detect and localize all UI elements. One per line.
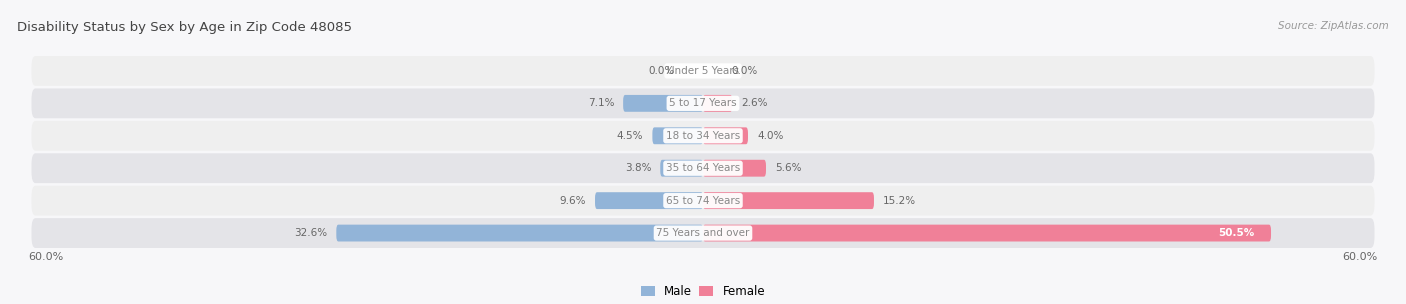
FancyBboxPatch shape xyxy=(31,56,1375,86)
Text: 65 to 74 Years: 65 to 74 Years xyxy=(666,196,740,206)
Text: 15.2%: 15.2% xyxy=(883,196,917,206)
FancyBboxPatch shape xyxy=(703,127,748,144)
Text: 60.0%: 60.0% xyxy=(1343,252,1378,262)
FancyBboxPatch shape xyxy=(595,192,703,209)
Text: 4.5%: 4.5% xyxy=(617,131,644,141)
FancyBboxPatch shape xyxy=(623,95,703,112)
FancyBboxPatch shape xyxy=(703,225,1271,241)
FancyBboxPatch shape xyxy=(652,127,703,144)
FancyBboxPatch shape xyxy=(31,121,1375,151)
Text: 75 Years and over: 75 Years and over xyxy=(657,228,749,238)
Text: 5 to 17 Years: 5 to 17 Years xyxy=(669,98,737,108)
FancyBboxPatch shape xyxy=(703,95,733,112)
FancyBboxPatch shape xyxy=(336,225,703,241)
Text: 4.0%: 4.0% xyxy=(756,131,783,141)
Text: 2.6%: 2.6% xyxy=(741,98,768,108)
FancyBboxPatch shape xyxy=(661,160,703,177)
Text: 35 to 64 Years: 35 to 64 Years xyxy=(666,163,740,173)
Text: 0.0%: 0.0% xyxy=(731,66,758,76)
Text: 5.6%: 5.6% xyxy=(775,163,801,173)
Text: 0.0%: 0.0% xyxy=(648,66,675,76)
Text: 32.6%: 32.6% xyxy=(294,228,328,238)
Text: Source: ZipAtlas.com: Source: ZipAtlas.com xyxy=(1278,21,1389,31)
Text: 7.1%: 7.1% xyxy=(588,98,614,108)
Text: 50.5%: 50.5% xyxy=(1218,228,1254,238)
FancyBboxPatch shape xyxy=(31,186,1375,216)
Text: Under 5 Years: Under 5 Years xyxy=(666,66,740,76)
Text: Disability Status by Sex by Age in Zip Code 48085: Disability Status by Sex by Age in Zip C… xyxy=(17,21,352,34)
Text: 18 to 34 Years: 18 to 34 Years xyxy=(666,131,740,141)
Text: 3.8%: 3.8% xyxy=(624,163,651,173)
FancyBboxPatch shape xyxy=(31,218,1375,248)
Text: 60.0%: 60.0% xyxy=(28,252,63,262)
Legend: Male, Female: Male, Female xyxy=(641,285,765,298)
Text: 9.6%: 9.6% xyxy=(560,196,586,206)
FancyBboxPatch shape xyxy=(31,153,1375,183)
FancyBboxPatch shape xyxy=(31,88,1375,118)
FancyBboxPatch shape xyxy=(703,192,875,209)
FancyBboxPatch shape xyxy=(703,160,766,177)
